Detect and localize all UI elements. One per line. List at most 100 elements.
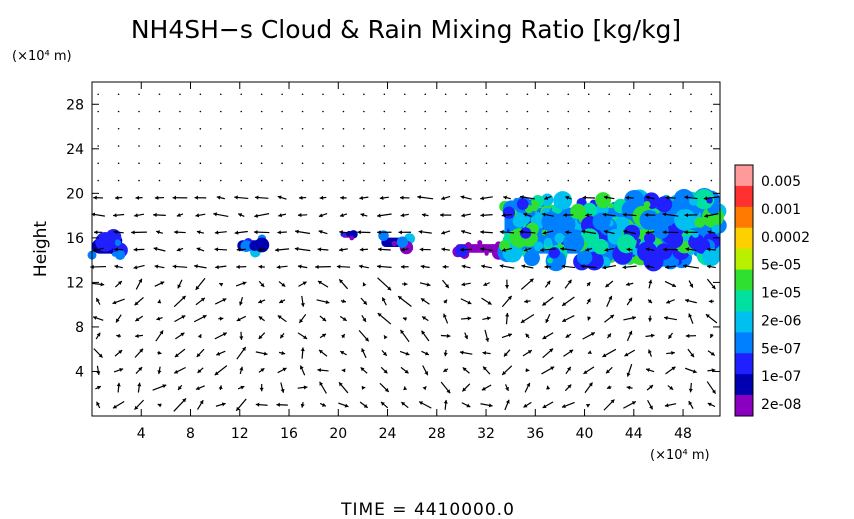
wind-arrow [179,93,181,96]
wind-arrowhead [114,247,118,252]
x-tick-label: 32 [477,426,495,442]
wind-arrowhead [562,318,567,322]
wind-arrow [158,110,161,113]
cloud-cell [543,237,553,247]
wind-arrowhead [420,298,425,303]
wind-arrow [465,162,467,165]
colorbar-label: 0.001 [761,202,801,218]
wind-arrowhead [650,333,655,338]
wind-arrow [628,145,631,147]
wind-arrow [485,127,488,130]
wind-arrowhead [486,316,491,321]
cloud-cell [498,240,511,252]
wind-arrowhead [359,247,364,252]
wind-arrow [158,179,161,182]
wind-arrowhead [254,213,259,218]
wind-arrowhead [541,212,546,217]
wind-arrowhead [196,230,201,235]
wind-arrow [547,127,549,130]
wind-arrowhead [119,367,124,372]
wind-arrowhead [645,230,650,235]
wind-arrowhead [280,388,285,393]
wind-arrow [403,110,406,113]
wind-arrowhead [581,264,585,269]
wind-arrowhead [505,312,510,317]
wind-arrow [97,110,99,113]
wind-arrowhead [520,319,525,323]
wind-arrow [526,179,529,182]
x-tick-label: 12 [231,426,249,442]
cloud-region [497,187,727,272]
wind-arrowhead [607,333,611,338]
wind-arrowhead [419,247,424,252]
wind-arrowhead [424,351,429,356]
cloud-cell [608,203,614,209]
wind-arrowhead [254,230,258,235]
wind-arrowhead [258,335,263,340]
wind-arrowhead [239,366,244,371]
wind-arrowhead [685,298,689,303]
wind-arrow [158,145,161,147]
wind-arrowhead [338,382,343,387]
wind-arrowhead [197,369,202,373]
wind-arrowhead [340,195,344,200]
colorbar-segment [735,395,753,417]
wind-arrow [342,110,345,113]
wind-arrow [117,110,120,113]
wind-arrow [608,179,610,182]
wind-arrow [138,93,140,96]
wind-arrow [690,179,692,182]
wind-arrowhead [336,264,341,269]
wind-arrowhead [254,195,259,200]
cloud-cell [111,251,117,257]
wind-arrow [444,127,447,130]
cloud-cell [655,211,672,228]
wind-arrowhead [563,213,567,218]
wind-arrowhead [710,351,715,356]
wind-arrow [301,127,304,130]
wind-arrowhead [562,302,567,306]
wind-arrowhead [663,247,667,252]
x-tick-label: 4 [137,426,146,442]
wind-arrowhead [626,372,631,377]
wind-arrow [669,127,672,130]
wind-arrow [383,93,386,96]
wind-arrowhead [195,285,200,290]
wind-arrow [608,93,610,96]
wind-arrow [220,145,222,147]
wind-arrow [138,127,140,130]
wind-arrow [587,179,590,182]
wind-arrowhead [419,401,424,406]
wind-arrow [710,179,713,182]
wind-arrow [179,127,181,130]
wind-arrowhead [174,353,179,358]
wind-arrowhead [239,336,244,340]
wind-arrow [138,145,140,147]
wind-arrowhead [662,212,667,217]
wind-arrow [199,110,202,113]
wind-arrow [403,127,406,130]
wind-arrowhead [525,368,530,373]
wind-arrowhead [403,386,408,391]
wind-arrowhead [387,286,392,291]
wind-arrowhead [113,230,118,235]
wind-arrowhead [503,352,508,357]
wind-arrowhead [420,264,425,269]
wind-arrowhead [609,314,614,319]
wind-arrowhead [561,404,566,408]
wind-arrowhead [339,247,343,252]
wind-arrow [281,145,283,147]
wind-arrowhead [560,246,565,252]
wind-arrow [342,93,345,96]
y-axis-label: Height [31,221,51,278]
wind-arrow [506,93,508,96]
wind-arrowhead [157,403,162,408]
cloud-cell [636,238,642,244]
cloud-cell [592,238,609,255]
colorbar-label: 1e-07 [761,369,801,385]
cloud-cell [683,235,690,242]
wind-arrowhead [93,315,97,320]
wind-arrowhead [222,332,227,337]
colorbar-label: 5e-07 [761,341,801,357]
wind-arrowhead [135,195,140,200]
